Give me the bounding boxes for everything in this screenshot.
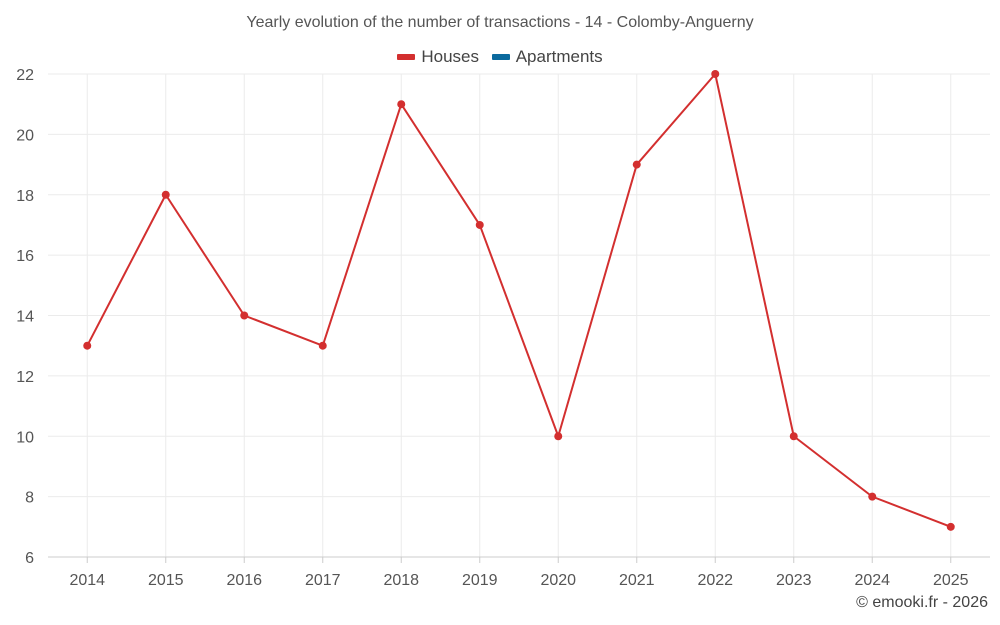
data-point: [789, 432, 798, 441]
x-tick-label: 2021: [619, 572, 655, 589]
chart-title: Yearly evolution of the number of transa…: [246, 14, 754, 31]
data-point: [240, 311, 249, 320]
y-tick-label: 16: [16, 248, 34, 265]
legend-item-houses[interactable]: Houses: [397, 47, 479, 67]
legend: Houses Apartments: [0, 45, 1000, 67]
y-tick-label: 6: [25, 550, 34, 567]
legend-label-apartments: Apartments: [515, 47, 603, 66]
y-tick-label: 22: [16, 67, 34, 84]
x-tick-label: 2014: [69, 572, 105, 589]
y-tick-label: 18: [16, 188, 34, 205]
series-line-houses: [86, 73, 952, 528]
x-tick-label: 2022: [697, 572, 733, 589]
data-point: [83, 341, 92, 350]
y-tick-label: 20: [16, 127, 34, 144]
y-tick-label: 12: [16, 369, 34, 386]
x-tick-label: 2017: [305, 572, 341, 589]
legend-swatch-apartments: [491, 54, 510, 60]
credit-text: © emooki.fr - 2026: [856, 594, 988, 611]
legend-swatch-houses: [397, 54, 416, 60]
data-point: [711, 70, 720, 78]
data-point: [161, 190, 170, 199]
y-tick-label: 14: [16, 309, 34, 326]
x-tick-label: 2016: [226, 572, 262, 589]
data-point: [946, 522, 955, 531]
x-tick-label: 2025: [933, 572, 969, 589]
data-point: [868, 492, 877, 501]
data-point: [318, 341, 327, 350]
x-tick-label: 2020: [540, 572, 576, 589]
legend-label-houses: Houses: [421, 47, 479, 66]
x-tick-label: 2023: [776, 572, 812, 589]
data-point: [554, 432, 563, 441]
x-tick-label: 2019: [462, 572, 498, 589]
legend-item-apartments[interactable]: Apartments: [491, 47, 603, 67]
x-tick-label: 2018: [383, 572, 419, 589]
data-point: [475, 220, 484, 229]
y-tick-label: 8: [25, 490, 34, 507]
x-tick-label: 2024: [854, 572, 890, 589]
data-point: [632, 160, 641, 169]
x-tick-label: 2015: [148, 572, 184, 589]
y-tick-label: 10: [16, 429, 34, 446]
data-point: [397, 100, 406, 109]
